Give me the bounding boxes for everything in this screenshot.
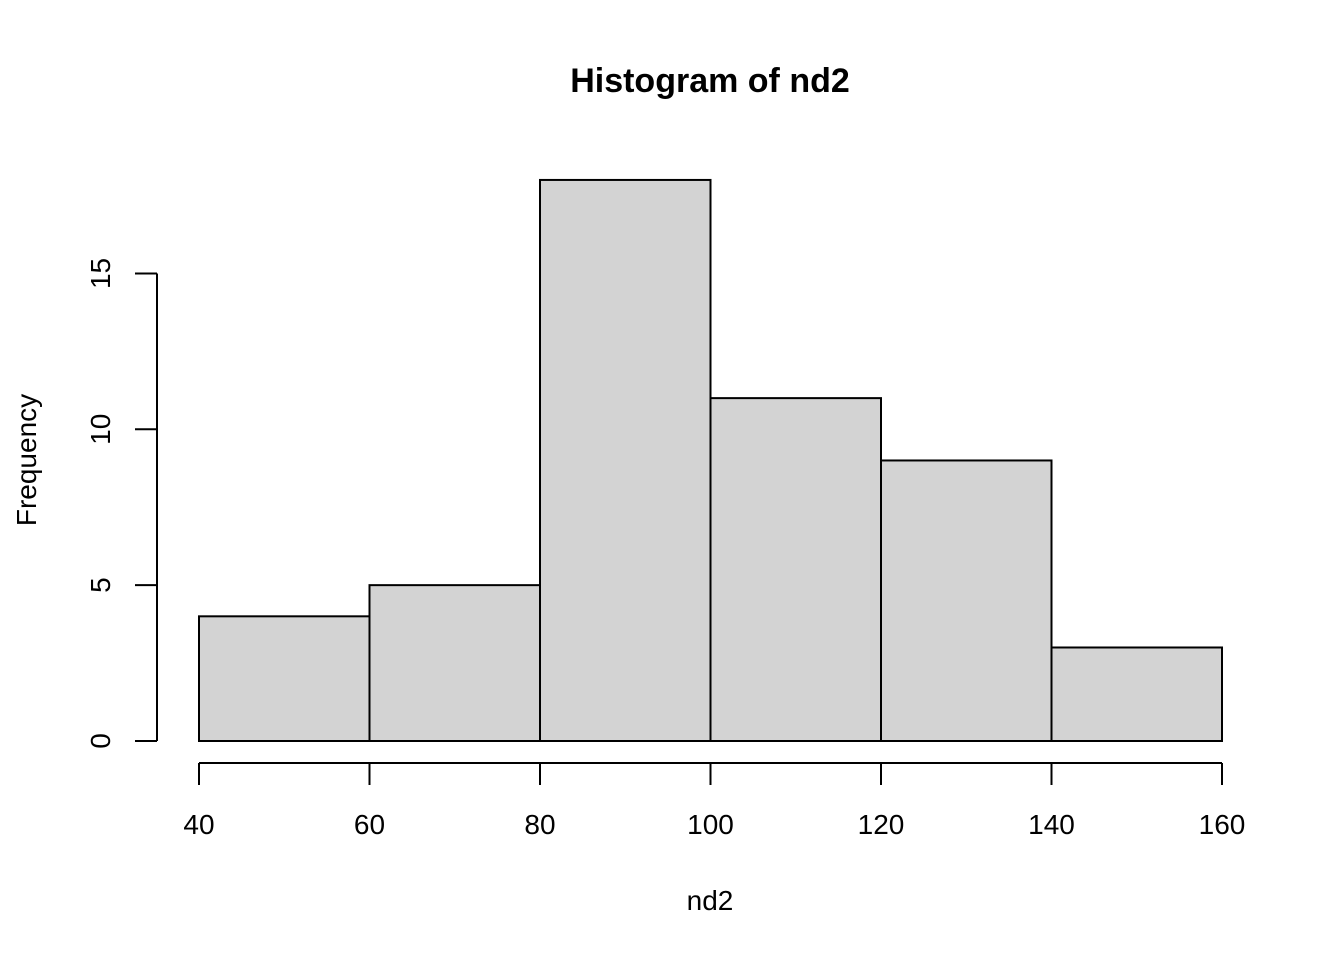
x-tick-label-0: 40 xyxy=(183,809,214,840)
histogram-bar-5 xyxy=(1050,646,1223,742)
x-tick-label-6: 160 xyxy=(1199,809,1246,840)
y-tick-label-0: 0 xyxy=(85,733,116,749)
y-tick-label-1: 5 xyxy=(85,577,116,593)
histogram-bar-3 xyxy=(709,397,882,742)
x-tick-label-3: 100 xyxy=(687,809,734,840)
histogram-bar-4 xyxy=(880,459,1053,742)
x-axis: 40 60 80 100 120 140 160 xyxy=(183,762,1246,840)
histogram-bar-2 xyxy=(539,178,712,742)
x-tick-label-4: 120 xyxy=(858,809,905,840)
y-tick-label-2: 10 xyxy=(85,414,116,445)
x-axis-label: nd2 xyxy=(687,885,734,916)
chart-title: Histogram of nd2 xyxy=(570,62,850,100)
histogram-bar-1 xyxy=(368,584,541,743)
y-tick-label-3: 15 xyxy=(85,258,116,289)
y-axis: 0 5 10 15 xyxy=(85,258,158,749)
x-tick-label-2: 80 xyxy=(524,809,555,840)
x-tick-label-1: 60 xyxy=(354,809,385,840)
histogram-bar-0 xyxy=(198,615,371,743)
bars-group xyxy=(198,178,1223,743)
x-tick-label-5: 140 xyxy=(1028,809,1075,840)
y-axis-label: Frequency xyxy=(11,394,42,526)
